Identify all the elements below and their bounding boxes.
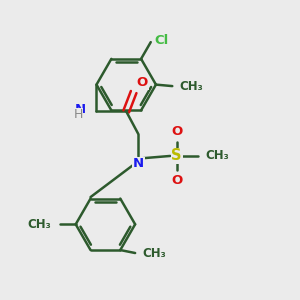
Text: S: S (172, 148, 182, 164)
Text: N: N (133, 158, 144, 170)
Text: CH₃: CH₃ (179, 80, 203, 93)
Text: O: O (136, 76, 148, 89)
Text: Cl: Cl (154, 34, 169, 47)
Text: O: O (171, 174, 182, 187)
Text: CH₃: CH₃ (142, 247, 166, 260)
Text: CH₃: CH₃ (28, 218, 51, 231)
Text: CH₃: CH₃ (206, 149, 229, 162)
Text: H: H (74, 108, 83, 122)
Text: N: N (75, 103, 86, 116)
Text: O: O (171, 125, 182, 138)
